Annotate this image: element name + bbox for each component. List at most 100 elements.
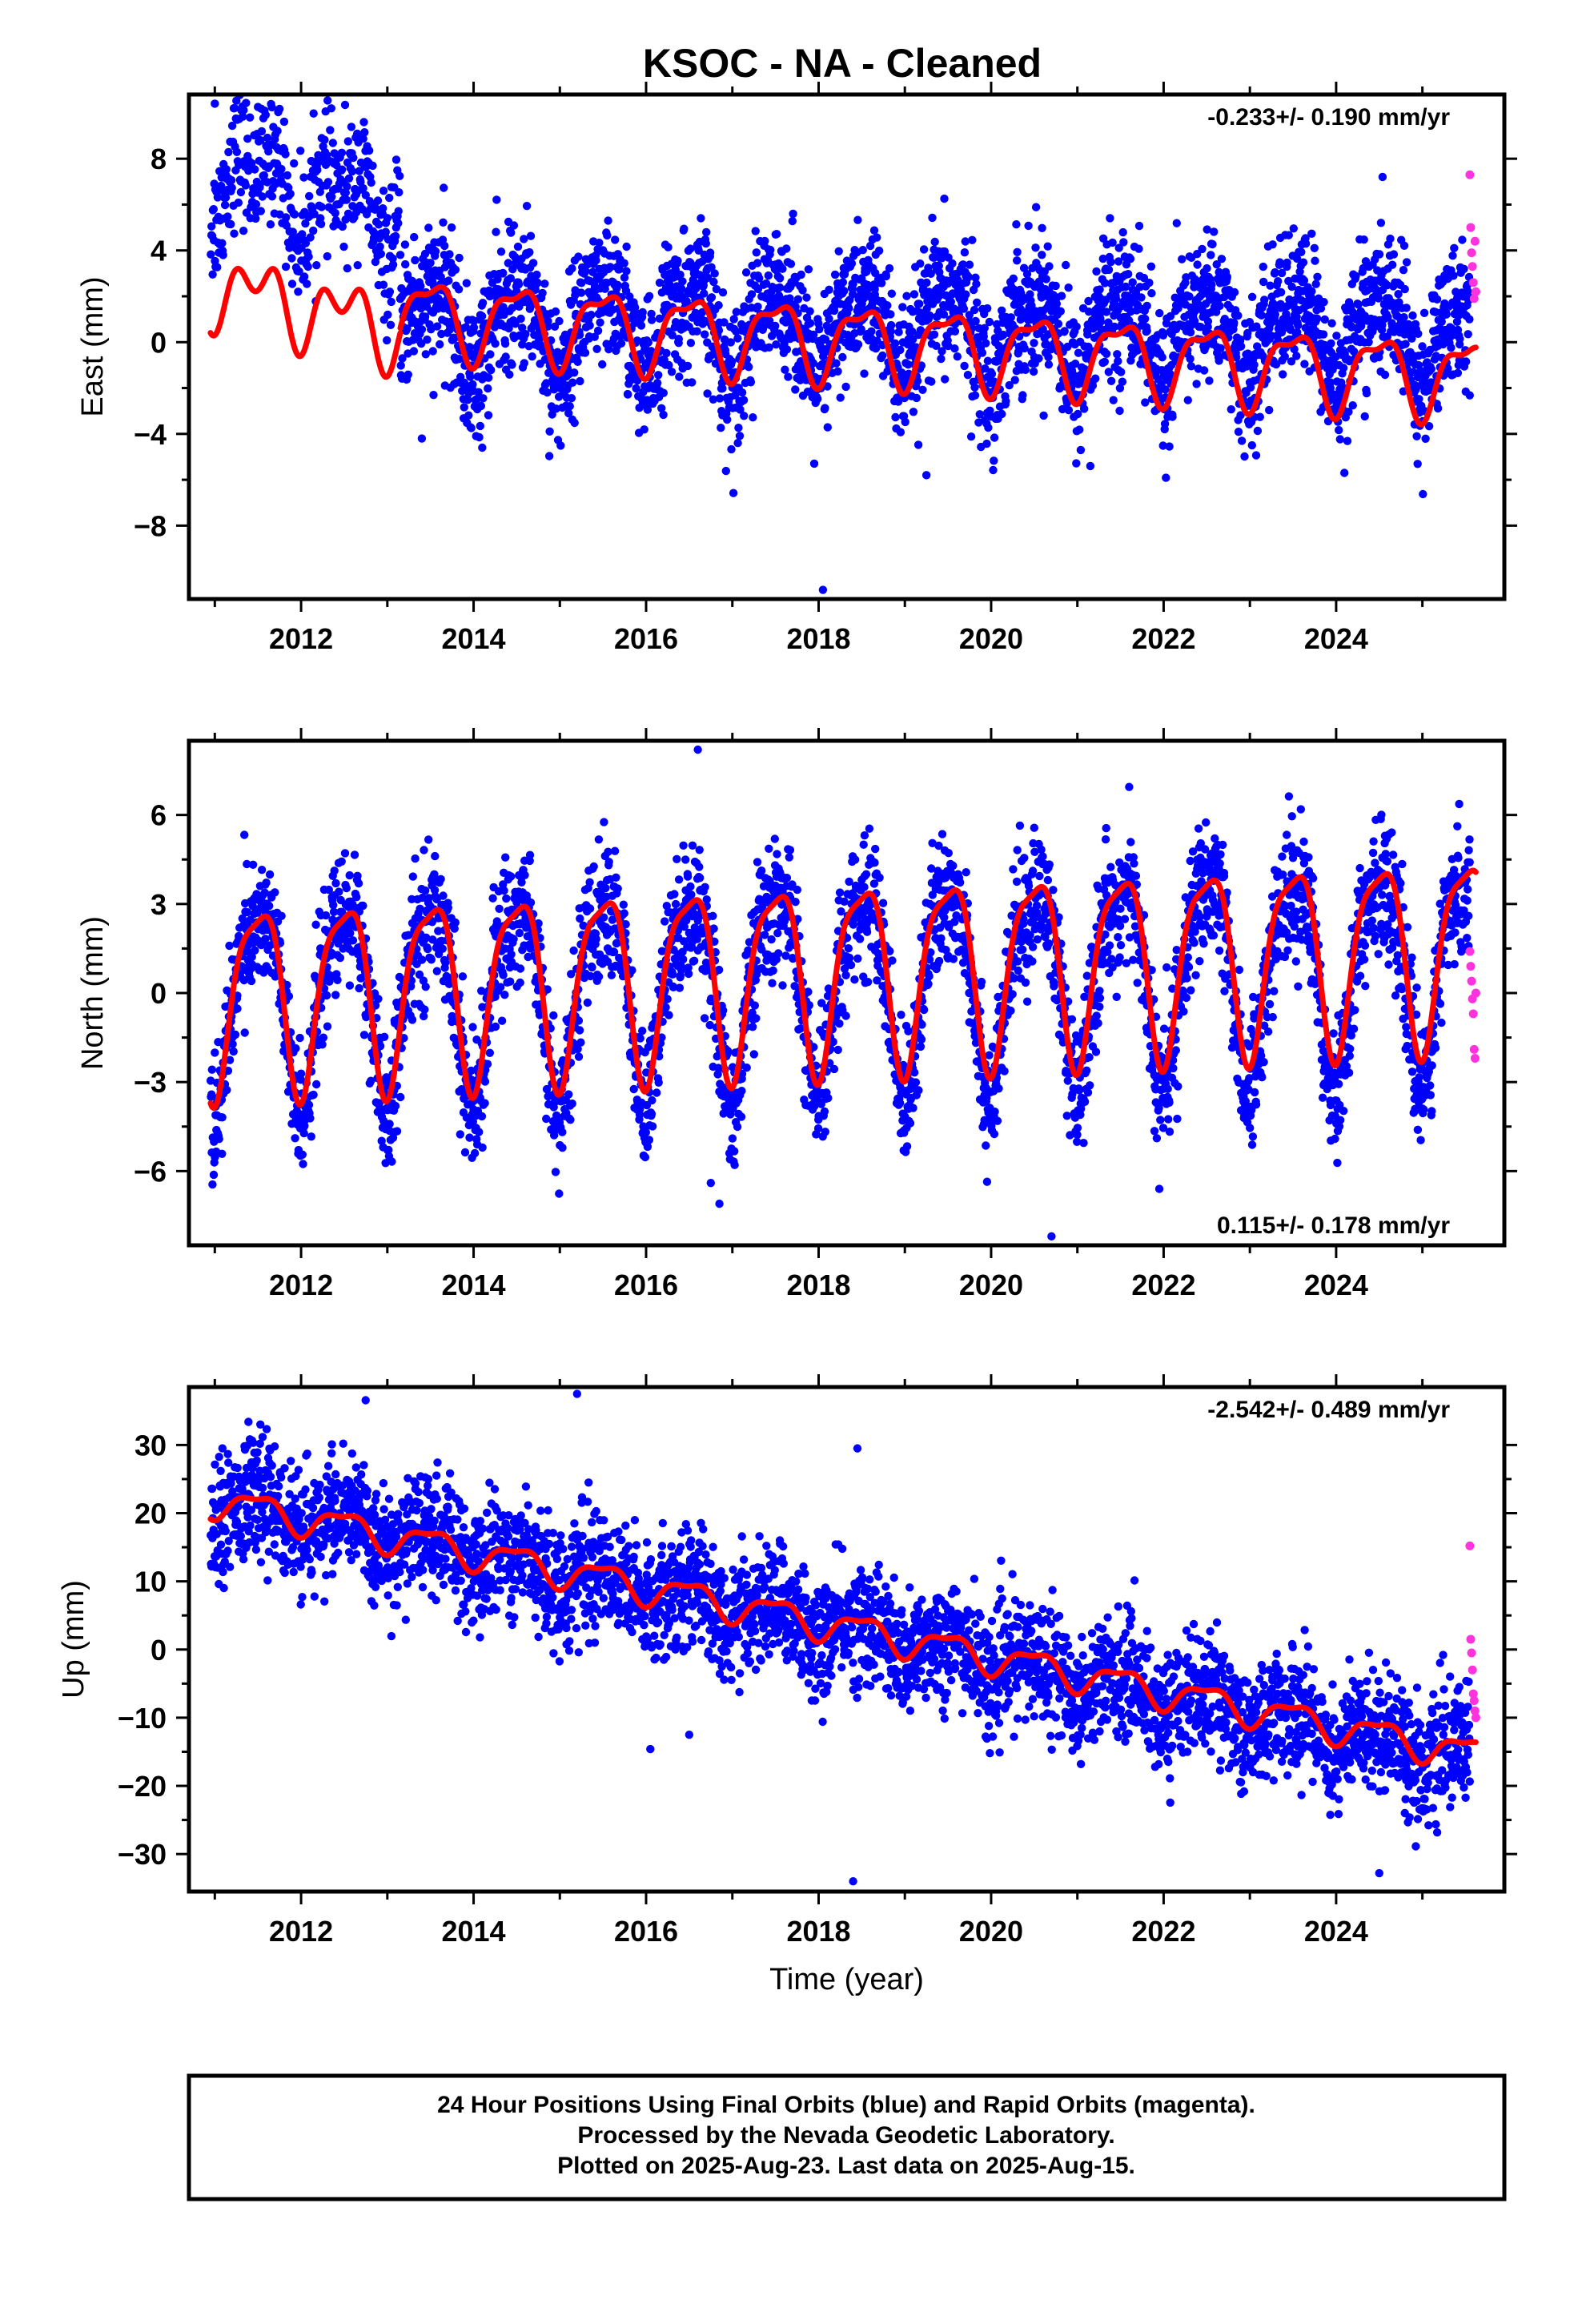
data-point — [569, 946, 578, 955]
data-point — [1092, 267, 1101, 276]
data-point — [1271, 310, 1280, 319]
data-point — [1072, 459, 1081, 468]
data-point — [1307, 229, 1316, 238]
data-point — [624, 390, 632, 399]
data-point — [739, 396, 749, 404]
data-point — [309, 1090, 318, 1100]
data-point — [1013, 247, 1022, 256]
data-point — [227, 219, 235, 229]
data-point — [1091, 374, 1100, 383]
data-point — [1364, 338, 1373, 347]
data-point — [620, 909, 628, 918]
data-point — [1106, 214, 1114, 223]
data-point — [305, 191, 314, 201]
data-point — [913, 376, 922, 385]
data-point — [1231, 352, 1241, 362]
data-point — [784, 372, 793, 381]
data-point — [1307, 298, 1317, 307]
data-point — [930, 253, 938, 262]
data-point — [233, 1004, 242, 1013]
x-tick-label: 2012 — [269, 622, 333, 655]
data-point — [703, 389, 712, 398]
data-point — [869, 226, 879, 235]
data-point — [1203, 317, 1213, 326]
data-point — [239, 106, 248, 115]
data-point — [1062, 260, 1070, 270]
data-point — [1408, 311, 1417, 320]
data-point — [484, 373, 493, 382]
data-point — [323, 151, 331, 160]
data-point — [1160, 420, 1170, 428]
data-point — [206, 1076, 215, 1085]
data-point — [585, 321, 594, 330]
data-point — [1118, 227, 1127, 237]
data-point — [386, 320, 396, 329]
data-point — [291, 1043, 300, 1053]
data-point — [1111, 294, 1121, 304]
data-point — [504, 259, 512, 267]
data-point — [499, 268, 508, 278]
data-point — [1039, 411, 1048, 420]
data-point — [979, 332, 989, 341]
data-point — [984, 423, 993, 432]
data-point — [1344, 408, 1353, 416]
data-point — [328, 139, 337, 147]
data-point — [1104, 318, 1113, 327]
data-point — [580, 348, 590, 357]
data-point — [261, 111, 270, 119]
data-point — [1161, 385, 1170, 394]
rapid-point — [1470, 236, 1480, 246]
data-point — [558, 1128, 567, 1136]
data-point — [573, 357, 582, 366]
data-point — [492, 227, 500, 236]
data-point — [715, 394, 725, 403]
data-point — [894, 328, 903, 336]
data-point — [809, 359, 817, 368]
data-point — [1002, 396, 1010, 406]
data-point — [1247, 292, 1257, 301]
data-point — [1098, 234, 1108, 243]
data-point — [1084, 296, 1093, 306]
data-point — [247, 159, 256, 167]
data-point — [793, 295, 803, 304]
data-point — [256, 135, 265, 145]
data-point — [809, 459, 819, 468]
data-point — [1108, 238, 1117, 247]
data-point — [227, 121, 237, 131]
data-point — [1162, 473, 1170, 482]
data-point — [342, 883, 351, 893]
data-point — [556, 441, 565, 450]
data-point — [1343, 436, 1352, 445]
data-point — [247, 952, 256, 962]
data-point — [300, 1121, 309, 1131]
data-point — [1122, 282, 1130, 292]
data-point — [495, 904, 504, 914]
data-point — [501, 853, 510, 862]
data-point — [710, 269, 719, 278]
data-point — [246, 113, 255, 122]
data-point — [1378, 172, 1387, 182]
data-point — [345, 981, 355, 990]
data-point — [1237, 436, 1247, 445]
data-point — [570, 418, 579, 428]
data-point — [1043, 242, 1052, 251]
data-point — [941, 375, 950, 384]
data-point — [496, 247, 506, 256]
data-point — [909, 335, 917, 344]
data-point — [454, 285, 464, 294]
data-point — [1454, 312, 1463, 320]
data-point — [478, 299, 488, 308]
data-point — [937, 354, 946, 364]
data-point — [874, 246, 884, 255]
data-point — [508, 360, 516, 369]
outlier-point — [211, 99, 219, 108]
data-point — [500, 339, 510, 348]
data-point — [603, 231, 612, 240]
data-point — [1464, 330, 1472, 339]
data-point — [908, 327, 917, 336]
data-point — [516, 978, 524, 987]
data-point — [610, 846, 620, 855]
data-point — [265, 870, 275, 879]
data-point — [1118, 297, 1128, 306]
data-point — [500, 886, 508, 895]
